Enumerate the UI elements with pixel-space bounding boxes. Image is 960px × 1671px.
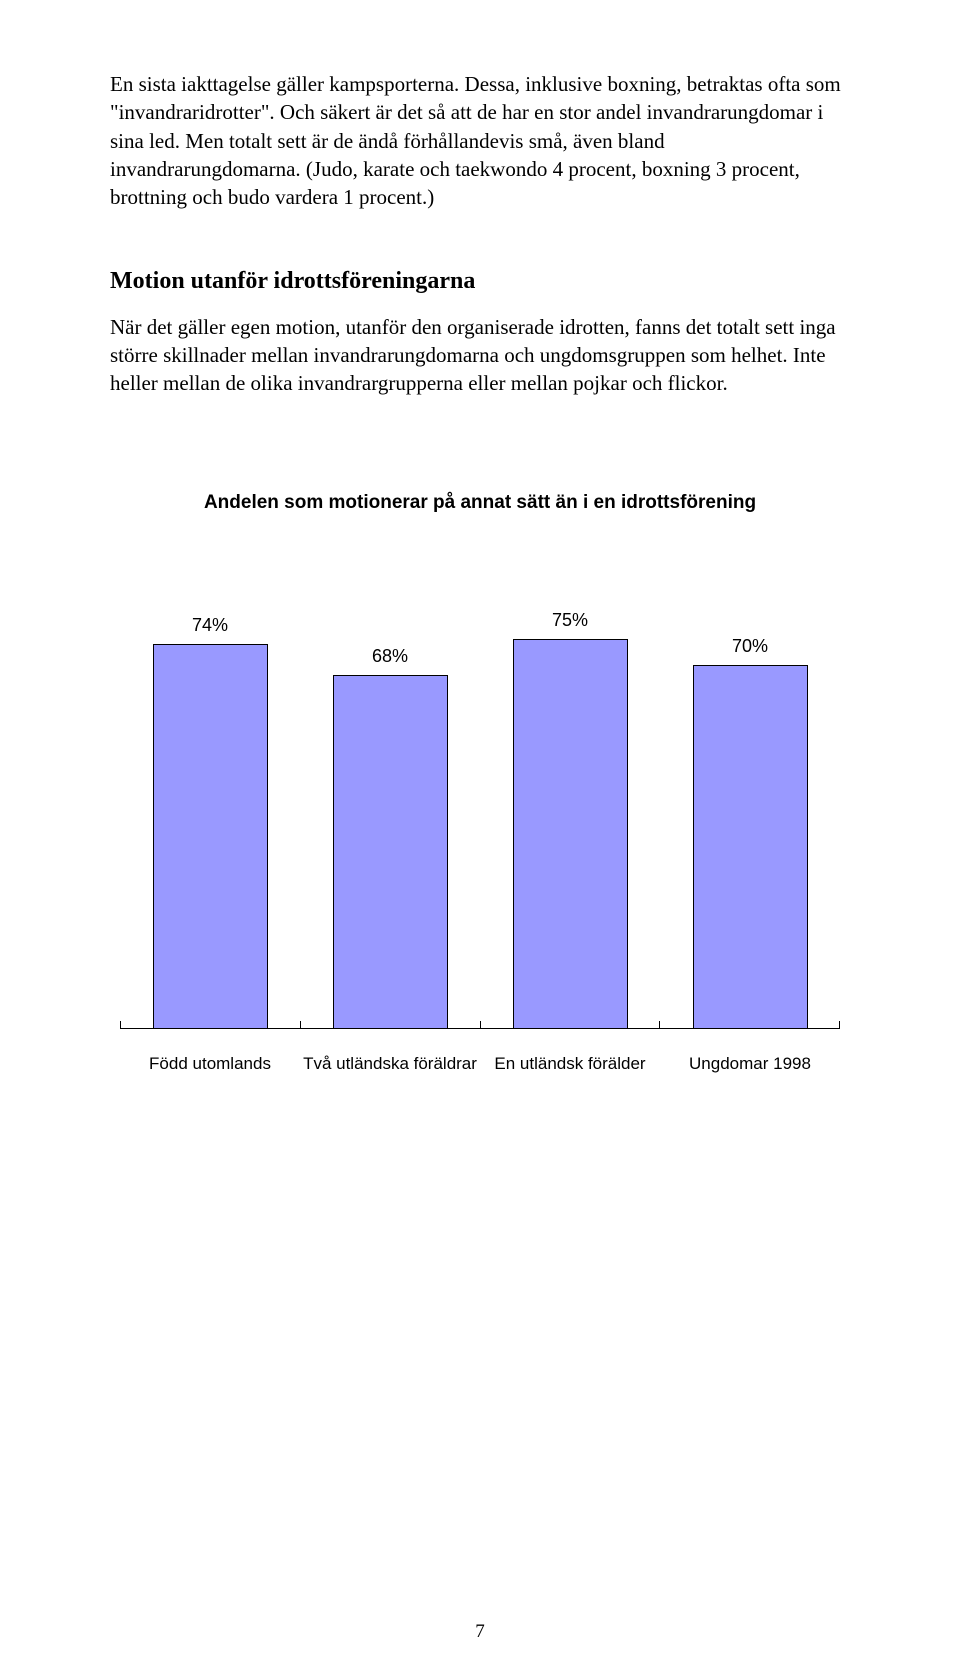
bars-row: 74%68%75%70% [120, 619, 840, 1029]
bar-value-label: 74% [192, 615, 228, 636]
paragraph-2: När det gäller egen motion, utanför den … [110, 313, 850, 398]
category-label: Två utländska föräldrar [300, 1054, 480, 1074]
category-label: Född utomlands [120, 1054, 300, 1074]
bar [333, 675, 448, 1029]
bar [153, 644, 268, 1029]
category-labels-row: Född utomlandsTvå utländska föräldrarEn … [120, 1054, 840, 1074]
chart-plot-area: 74%68%75%70% Född utomlandsTvå utländska… [120, 594, 840, 1074]
bar-slot: 70% [660, 636, 840, 1029]
bar-value-label: 68% [372, 646, 408, 667]
document-page: En sista iakttagelse gäller kampsportern… [0, 0, 960, 1671]
chart-title: Andelen som motionerar på annat sätt än … [110, 492, 850, 514]
paragraph-1: En sista iakttagelse gäller kampsportern… [110, 70, 850, 212]
bar [693, 665, 808, 1029]
section-heading: Motion utanför idrottsföreningarna [110, 268, 850, 295]
bar-slot: 68% [300, 646, 480, 1029]
x-tick [480, 1021, 660, 1028]
x-tick [120, 1021, 300, 1028]
x-axis-ticks [120, 1022, 840, 1029]
x-tick [300, 1021, 480, 1028]
bar-value-label: 75% [552, 610, 588, 631]
bar-slot: 75% [480, 610, 660, 1029]
bar-slot: 74% [120, 615, 300, 1029]
bar-chart: Andelen som motionerar på annat sätt än … [110, 492, 850, 1074]
bar [513, 639, 628, 1029]
category-label: Ungdomar 1998 [660, 1054, 840, 1074]
page-number: 7 [0, 1621, 960, 1643]
category-label: En utländsk förälder [480, 1054, 660, 1074]
x-tick [659, 1021, 840, 1028]
bar-value-label: 70% [732, 636, 768, 657]
